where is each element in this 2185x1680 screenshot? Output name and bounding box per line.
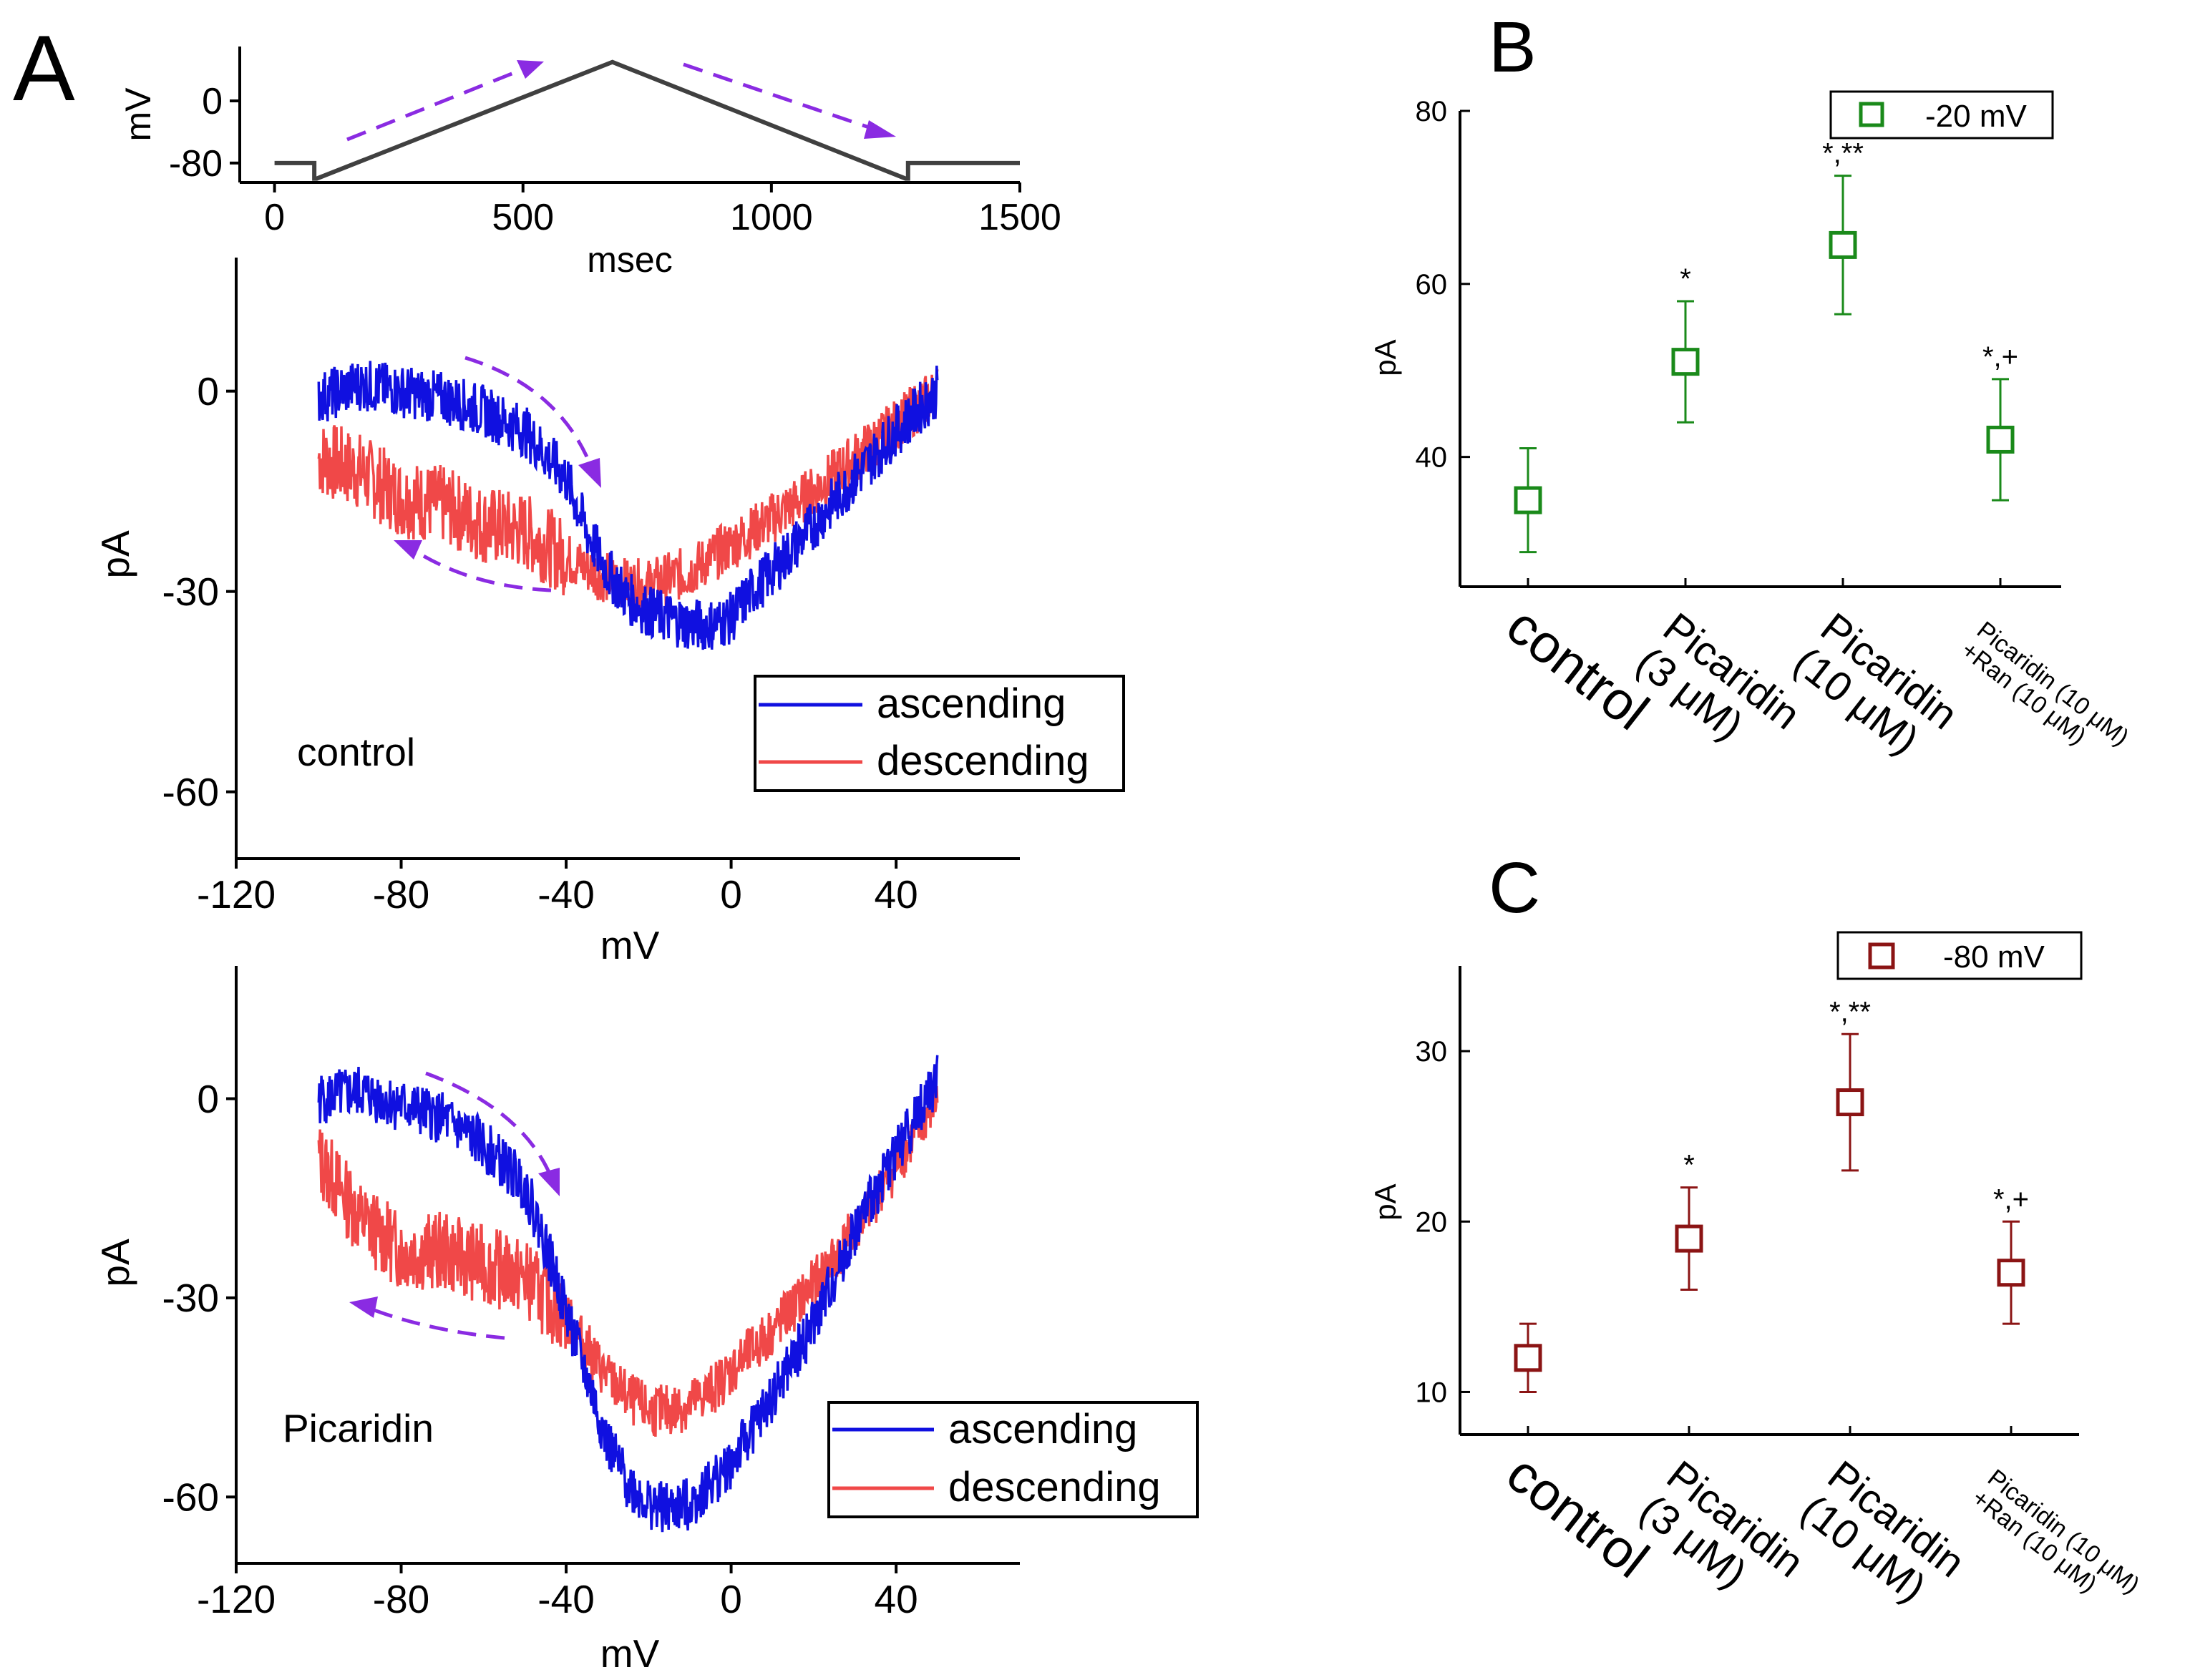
control-annotation: control bbox=[297, 730, 415, 774]
b-y-tick-label: 40 bbox=[1416, 442, 1448, 474]
control-legend: ascending descending bbox=[754, 675, 1125, 792]
panel-label-b: B bbox=[1489, 7, 1537, 87]
picaridin-x-tick-label: -40 bbox=[537, 1577, 595, 1621]
b-data-point bbox=[1514, 486, 1542, 514]
picaridin-x-tick-label: -120 bbox=[197, 1577, 276, 1621]
control-iv-chart: -120 -80 -40 0 40 0 -30 -60 mV pA control asce… bbox=[93, 258, 1125, 967]
b-legend: -20 mV bbox=[1829, 90, 2054, 140]
c-category-label: Picaridin (10 μM)+Ran (10 μM) bbox=[1967, 1464, 2144, 1619]
b-category-label: Picaridin (10 μM)+Ran (10 μM) bbox=[1956, 616, 2133, 771]
picaridin-y-tick-label: -60 bbox=[162, 1475, 220, 1519]
c-y-tick-label: 20 bbox=[1416, 1206, 1448, 1238]
control-x-tick-label: -40 bbox=[537, 872, 595, 917]
c-legend-marker bbox=[1868, 942, 1895, 970]
protocol-ascending-arrow bbox=[346, 60, 544, 142]
panel-label-c: C bbox=[1489, 848, 1540, 928]
c-significance-mark: *,** bbox=[1829, 996, 1871, 1027]
c-category-label: control bbox=[1496, 1442, 1660, 1589]
control-x-tick-label: -80 bbox=[373, 872, 430, 917]
c-data-point bbox=[1836, 1088, 1864, 1117]
b-legend-label: -20 mV bbox=[1925, 99, 2027, 134]
control-y-tick-label: -60 bbox=[162, 770, 220, 814]
c-y-label: pA bbox=[1368, 1183, 1402, 1220]
c-legend-label: -80 mV bbox=[1943, 939, 2045, 975]
picaridin-x-label: mV bbox=[600, 1631, 660, 1676]
picaridin-descending-arrow bbox=[349, 1296, 505, 1340]
picaridin-legend-ascending: ascending bbox=[948, 1406, 1137, 1452]
b-category-label: Picaridin(10 μM) bbox=[1786, 604, 1967, 773]
control-x-tick-label: 0 bbox=[720, 872, 742, 917]
protocol-descending-arrow bbox=[683, 62, 896, 139]
control-y-tick-label: 0 bbox=[197, 369, 219, 414]
protocol-x-label: msec bbox=[587, 240, 672, 280]
panel-label-a: A bbox=[13, 16, 75, 120]
picaridin-x-tick-label: 40 bbox=[875, 1577, 918, 1621]
b-y-tick-label: 60 bbox=[1416, 269, 1448, 301]
b-data-point bbox=[1671, 348, 1700, 376]
protocol-x-tick-label: 0 bbox=[264, 197, 285, 238]
picaridin-y-tick-label: -30 bbox=[162, 1276, 220, 1320]
b-data-point bbox=[1829, 230, 1857, 259]
control-y-tick-label: -30 bbox=[162, 570, 220, 614]
c-category-label: Picaridin(10 μM) bbox=[1793, 1452, 1974, 1621]
protocol-y-tick-label: 0 bbox=[202, 81, 223, 122]
c-data-point bbox=[1997, 1259, 2025, 1287]
b-y-tick-label: 80 bbox=[1416, 96, 1448, 127]
c-category-label: Picaridin(3 μM) bbox=[1632, 1452, 1813, 1621]
b-y-label: pA bbox=[1368, 339, 1402, 376]
control-y-label: pA bbox=[93, 530, 137, 579]
protocol-voltage-trace bbox=[274, 59, 1020, 181]
picaridin-legend: ascending descending bbox=[827, 1401, 1199, 1518]
control-trace-ascending bbox=[317, 361, 939, 650]
c-data-point bbox=[1514, 1344, 1542, 1372]
picaridin-iv-chart: -120 -80 -40 0 40 0 -30 -60 mV pA Picaridin as… bbox=[93, 966, 1199, 1676]
c-y-tick-label: 30 bbox=[1416, 1036, 1448, 1068]
picaridin-y-tick-label: 0 bbox=[197, 1077, 219, 1121]
picaridin-annotation: Picaridin bbox=[283, 1406, 434, 1450]
picaridin-ascending-arrow bbox=[425, 1071, 560, 1196]
picaridin-y-label: pA bbox=[93, 1239, 137, 1287]
control-x-tick-label: 40 bbox=[875, 872, 918, 917]
picaridin-trace-ascending bbox=[317, 1055, 939, 1533]
b-legend-marker bbox=[1859, 102, 1884, 127]
picaridin-trace-descending bbox=[317, 1083, 939, 1437]
control-legend-descending: descending bbox=[877, 738, 1089, 784]
protocol-y-label: mV bbox=[118, 87, 158, 142]
b-significance-mark: * bbox=[1680, 263, 1691, 295]
b-category-label: Picaridin(3 μM) bbox=[1628, 604, 1809, 773]
protocol-chart: 0 500 1000 1500 0 -80 msec mV bbox=[118, 47, 1061, 280]
b-data-point bbox=[1986, 425, 2015, 454]
control-x-label: mV bbox=[600, 923, 660, 967]
protocol-y-tick-label: -80 bbox=[169, 143, 223, 185]
protocol-x-tick-label: 1000 bbox=[730, 197, 813, 238]
picaridin-x-tick-label: 0 bbox=[720, 1577, 742, 1621]
picaridin-x-tick-label: -80 bbox=[373, 1577, 430, 1621]
c-data-point bbox=[1675, 1224, 1703, 1253]
protocol-x-tick-label: 1500 bbox=[978, 197, 1061, 238]
b-significance-mark: *,** bbox=[1822, 138, 1864, 170]
control-legend-ascending: ascending bbox=[877, 680, 1066, 727]
c-legend: -80 mV bbox=[1836, 931, 2083, 980]
c-significance-mark: * bbox=[1683, 1150, 1695, 1181]
control-descending-arrow bbox=[394, 540, 552, 592]
c-y-tick-label: 10 bbox=[1416, 1377, 1448, 1408]
control-x-tick-label: -120 bbox=[197, 872, 276, 917]
c-significance-mark: *,+ bbox=[1993, 1183, 2029, 1215]
control-ascending-arrow bbox=[464, 356, 601, 488]
protocol-x-tick-label: 500 bbox=[492, 197, 554, 238]
picaridin-legend-descending: descending bbox=[948, 1464, 1161, 1510]
b-significance-mark: *,+ bbox=[1982, 341, 2018, 373]
